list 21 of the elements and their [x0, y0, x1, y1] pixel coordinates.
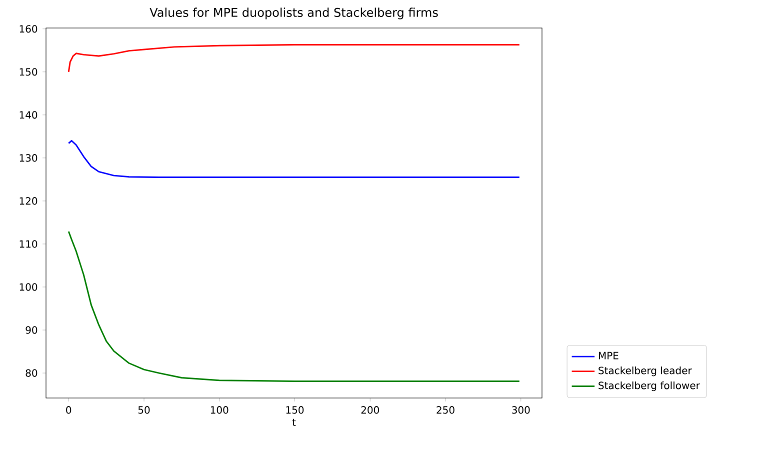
y-tick-label: 140	[20, 111, 38, 119]
x-tick-label: 150	[286, 406, 304, 414]
y-tick-label: 90	[26, 326, 38, 334]
x-tick-label: 50	[138, 406, 150, 414]
x-tick-label: 250	[436, 406, 454, 414]
legend-label: MPE	[598, 352, 618, 360]
y-tick-label: 120	[20, 197, 38, 205]
x-tick-label: 0	[66, 406, 72, 414]
y-tick-label: 100	[20, 283, 38, 291]
y-tick-label: 160	[20, 25, 38, 33]
x-tick-label: 100	[210, 406, 228, 414]
y-tick-label: 150	[20, 68, 38, 76]
chart-title: Values for MPE duopolists and Stackelberg firms	[150, 8, 438, 20]
y-tick-label: 110	[20, 240, 38, 248]
legend-label: Stackelberg follower	[598, 381, 700, 392]
legend-label: Stackelberg leader	[598, 366, 692, 376]
x-tick-label: 200	[361, 406, 379, 414]
y-tick-label: 130	[20, 154, 38, 162]
x-tick-label: 300	[512, 406, 530, 414]
x-axis-title: t	[292, 418, 296, 426]
y-tick-label: 80	[26, 369, 38, 377]
